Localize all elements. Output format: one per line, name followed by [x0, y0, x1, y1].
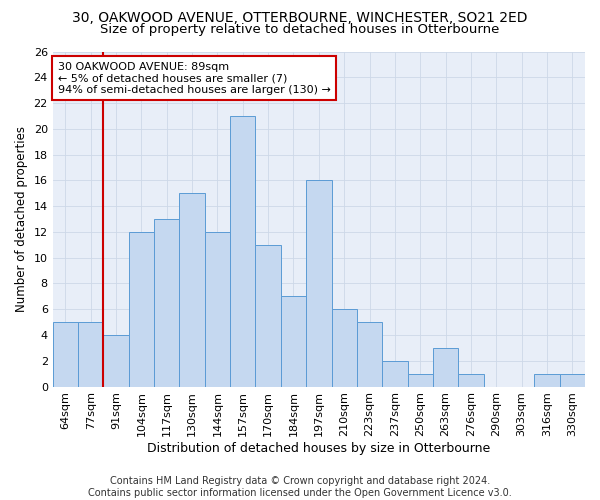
Bar: [256, 245, 281, 386]
Text: Size of property relative to detached houses in Otterbourne: Size of property relative to detached ho…: [100, 22, 500, 36]
Text: Contains HM Land Registry data © Crown copyright and database right 2024.
Contai: Contains HM Land Registry data © Crown c…: [88, 476, 512, 498]
X-axis label: Distribution of detached houses by size in Otterbourne: Distribution of detached houses by size …: [147, 442, 490, 455]
Bar: [230, 116, 256, 386]
Text: 30 OAKWOOD AVENUE: 89sqm
← 5% of detached houses are smaller (7)
94% of semi-det: 30 OAKWOOD AVENUE: 89sqm ← 5% of detache…: [58, 62, 331, 95]
Bar: [103, 335, 129, 386]
Bar: [332, 310, 357, 386]
Bar: [154, 219, 179, 386]
Bar: [407, 374, 433, 386]
Text: 30, OAKWOOD AVENUE, OTTERBOURNE, WINCHESTER, SO21 2ED: 30, OAKWOOD AVENUE, OTTERBOURNE, WINCHES…: [72, 12, 528, 26]
Bar: [129, 232, 154, 386]
Bar: [53, 322, 78, 386]
Bar: [78, 322, 103, 386]
Bar: [433, 348, 458, 387]
Bar: [179, 194, 205, 386]
Bar: [382, 361, 407, 386]
Bar: [357, 322, 382, 386]
Bar: [560, 374, 585, 386]
Bar: [281, 296, 306, 386]
Bar: [458, 374, 484, 386]
Bar: [306, 180, 332, 386]
Bar: [535, 374, 560, 386]
Bar: [205, 232, 230, 386]
Y-axis label: Number of detached properties: Number of detached properties: [15, 126, 28, 312]
